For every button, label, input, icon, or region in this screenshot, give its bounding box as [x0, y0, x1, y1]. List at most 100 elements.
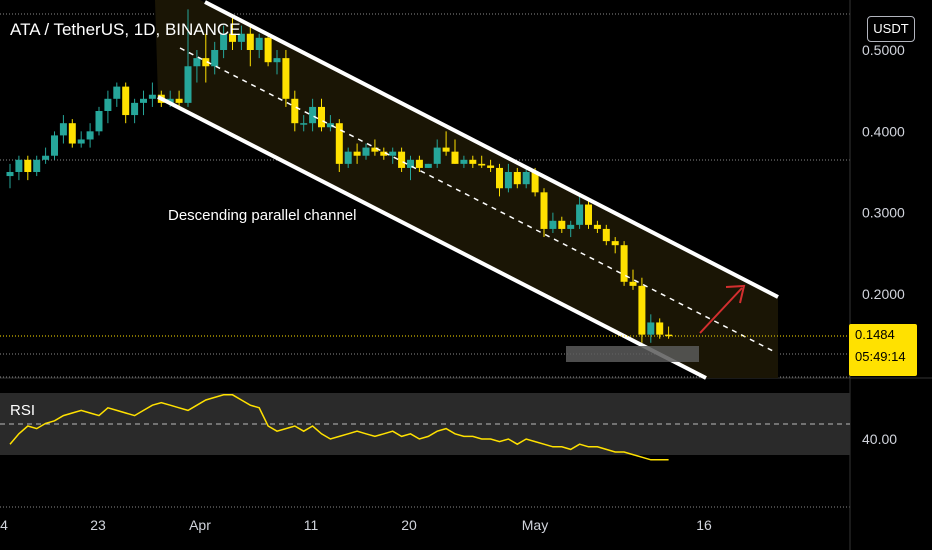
- rsi-label: RSI: [10, 402, 35, 419]
- candle-body: [424, 163, 432, 168]
- candle-body: [220, 33, 228, 50]
- candle-body: [656, 322, 664, 335]
- candle-body: [24, 159, 32, 172]
- candle-body: [620, 245, 628, 282]
- breakout-arrow: [699, 284, 746, 334]
- candle-body: [567, 224, 575, 229]
- arrow-shaft: [699, 287, 743, 334]
- bar-countdown: 05:49:14: [855, 349, 906, 364]
- candle-body: [140, 98, 147, 103]
- price-tick-label: 0.3000: [862, 205, 905, 221]
- channel-lower-line: [157, 95, 707, 380]
- time-tick-label: 23: [90, 517, 106, 533]
- candle-body: [558, 220, 566, 229]
- price-tick-label: 0.2000: [862, 286, 905, 302]
- candle-body: [148, 94, 156, 99]
- candle-body: [237, 33, 245, 42]
- candle-body: [665, 334, 673, 337]
- channel-annotation: Descending parallel channel: [168, 207, 357, 224]
- candle-body: [6, 171, 14, 177]
- candle-body: [531, 171, 539, 193]
- candle-body: [202, 58, 210, 67]
- candle-body: [415, 159, 423, 168]
- candle-body: [184, 66, 192, 103]
- candle-body: [540, 192, 548, 229]
- candle-body: [318, 106, 325, 128]
- candle-body: [309, 106, 317, 124]
- last-price-tag: 0.1484 05:49:14: [849, 324, 917, 376]
- candle-body: [166, 98, 174, 103]
- candle-body: [131, 102, 139, 116]
- support-zone: [566, 346, 699, 362]
- time-tick-label: 20: [401, 517, 417, 533]
- time-tick-label: May: [522, 517, 548, 533]
- candle-body: [504, 171, 512, 189]
- candle-body: [300, 123, 308, 125]
- candle-body: [51, 135, 58, 156]
- symbol-pair: ATA / TetherUS, 1D, BINANCE: [10, 20, 241, 39]
- candle-body: [647, 322, 655, 335]
- candle-body: [380, 151, 388, 156]
- rsi-line: [9, 394, 669, 461]
- currency-button[interactable]: USDT: [867, 16, 915, 42]
- candle-body: [335, 123, 343, 164]
- time-axis[interactable]: 4 23 Apr 11 20 May 16: [0, 517, 712, 533]
- candle-body: [433, 147, 441, 164]
- candle-body: [451, 151, 459, 164]
- candle-body: [629, 281, 637, 286]
- candle-body: [638, 285, 646, 335]
- candle-body: [478, 163, 486, 166]
- candle-body: [611, 241, 619, 246]
- price-axis[interactable]: 0.5000 0.4000 0.3000 0.2000: [862, 42, 905, 302]
- candle-body: [389, 151, 397, 156]
- price-tick-label: 0.4000: [862, 123, 905, 139]
- candle-body: [496, 167, 503, 189]
- candle-body: [273, 58, 281, 63]
- candle-body: [122, 86, 130, 116]
- rsi-tick-label: 40.00: [862, 431, 897, 447]
- candle-body: [15, 159, 23, 172]
- candle-body: [77, 139, 85, 144]
- candle-body: [68, 123, 76, 144]
- time-tick-label: 4: [0, 517, 8, 533]
- candle-body: [460, 159, 468, 164]
- candle-body: [246, 33, 254, 50]
- time-tick-label: Apr: [189, 517, 211, 533]
- channel-mid-line: [179, 47, 776, 353]
- candle-body: [585, 204, 592, 225]
- candles: [6, 9, 673, 343]
- channel-upper-line: [204, 0, 779, 299]
- candle-body: [522, 171, 530, 185]
- candle-body: [362, 147, 370, 156]
- candle-body: [602, 228, 610, 242]
- candle-body: [291, 98, 299, 124]
- candle-body: [211, 50, 219, 67]
- candle-body: [469, 159, 477, 164]
- rsi-axis: 40.00: [862, 431, 897, 447]
- arrow-head: [725, 284, 746, 304]
- candle-body: [86, 131, 94, 140]
- channel-fill: [155, 0, 778, 378]
- candle-body: [95, 110, 103, 132]
- price-tick-label: 0.5000: [862, 42, 905, 58]
- candle-body: [33, 159, 41, 172]
- candle-body: [442, 147, 450, 152]
- candle-body: [264, 37, 272, 63]
- time-tick-label: 11: [304, 517, 319, 533]
- candle-body: [104, 98, 112, 111]
- candle-body: [113, 86, 121, 99]
- last-price-value: 0.1484: [855, 327, 895, 342]
- candle-body: [326, 123, 334, 128]
- candle-body: [344, 151, 352, 164]
- candle-body: [549, 220, 557, 229]
- candle-body: [513, 171, 521, 185]
- symbol-title: ATA / TetherUS, 1D, BINANCE: [10, 20, 241, 40]
- candle-body: [593, 224, 601, 229]
- candle-body: [282, 58, 290, 99]
- candle-body: [398, 151, 406, 168]
- candle-body: [576, 204, 584, 225]
- candle-body: [42, 155, 50, 160]
- candle-body: [175, 98, 183, 103]
